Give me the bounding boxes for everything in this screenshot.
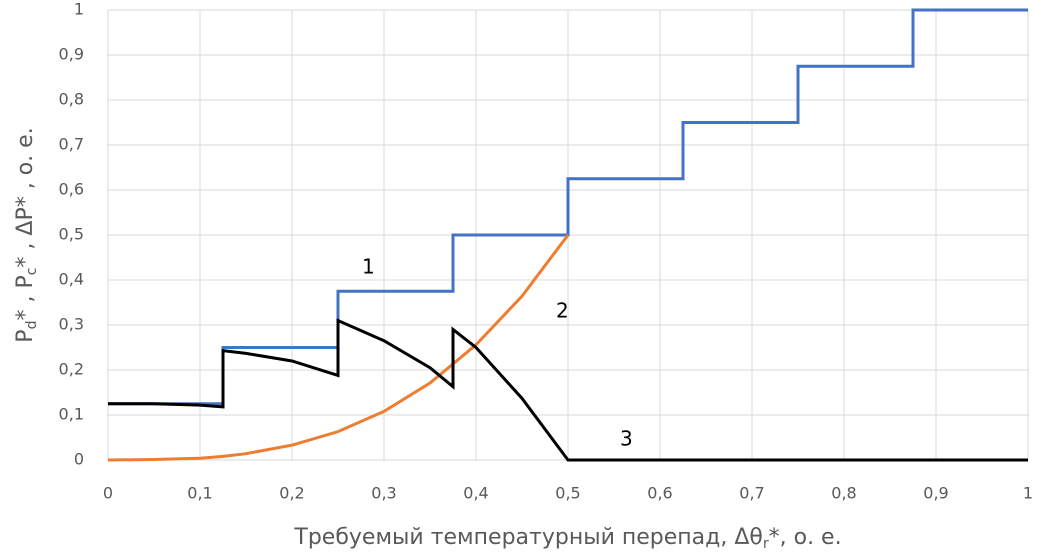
y-tick-label: 0,1 <box>59 405 84 424</box>
y-tick-label: 0,6 <box>59 180 84 199</box>
curve-label: 2 <box>556 299 569 323</box>
x-axis-label: Требуемый температурный перепад, Δθr*, о… <box>293 525 841 552</box>
y-label-part: * , P <box>13 275 38 320</box>
x-tick-label: 0 <box>103 484 113 503</box>
x-tick-label: 0,3 <box>371 484 396 503</box>
x-tick-label: 1 <box>1023 484 1033 503</box>
x-label-part: Требуемый температурный перепад, Δθ <box>293 525 762 550</box>
x-label-sub: r <box>763 536 769 552</box>
y-tick-label: 0 <box>74 450 84 469</box>
x-tick-label: 0,4 <box>463 484 488 503</box>
x-tick-label: 0,9 <box>923 484 948 503</box>
y-tick-label: 0,9 <box>59 45 84 64</box>
y-label-part: * , ΔP* , о. е. <box>13 127 38 267</box>
y-tick-label: 0,4 <box>59 270 84 289</box>
x-tick-label: 0,6 <box>647 484 672 503</box>
x-tick-label: 0,2 <box>279 484 304 503</box>
y-tick-label: 0,7 <box>59 135 84 154</box>
y-tick-label: 0,5 <box>59 225 84 244</box>
x-tick-label: 0,1 <box>187 484 212 503</box>
y-tick-label: 0,2 <box>59 360 84 379</box>
y-tick-label: 1 <box>74 0 84 19</box>
x-tick-label: 0,7 <box>739 484 764 503</box>
y-tick-label: 0,3 <box>59 315 84 334</box>
y-label-part: P <box>13 329 38 342</box>
y-label-sub: d <box>24 321 40 330</box>
series-line <box>108 8 1028 406</box>
curve-label: 3 <box>620 427 633 451</box>
y-label-sub: c <box>24 268 40 276</box>
y-tick-label: 0,8 <box>59 90 84 109</box>
curve-label: 1 <box>362 255 375 279</box>
x-tick-label: 0,8 <box>831 484 856 503</box>
y-axis-label: Pd* , Pc* , ΔP* , о. е. <box>13 127 40 342</box>
x-label-part: *, о. е. <box>769 525 842 550</box>
x-tick-label: 0,5 <box>555 484 580 503</box>
series-line <box>108 318 1028 462</box>
series-line <box>107 234 570 462</box>
